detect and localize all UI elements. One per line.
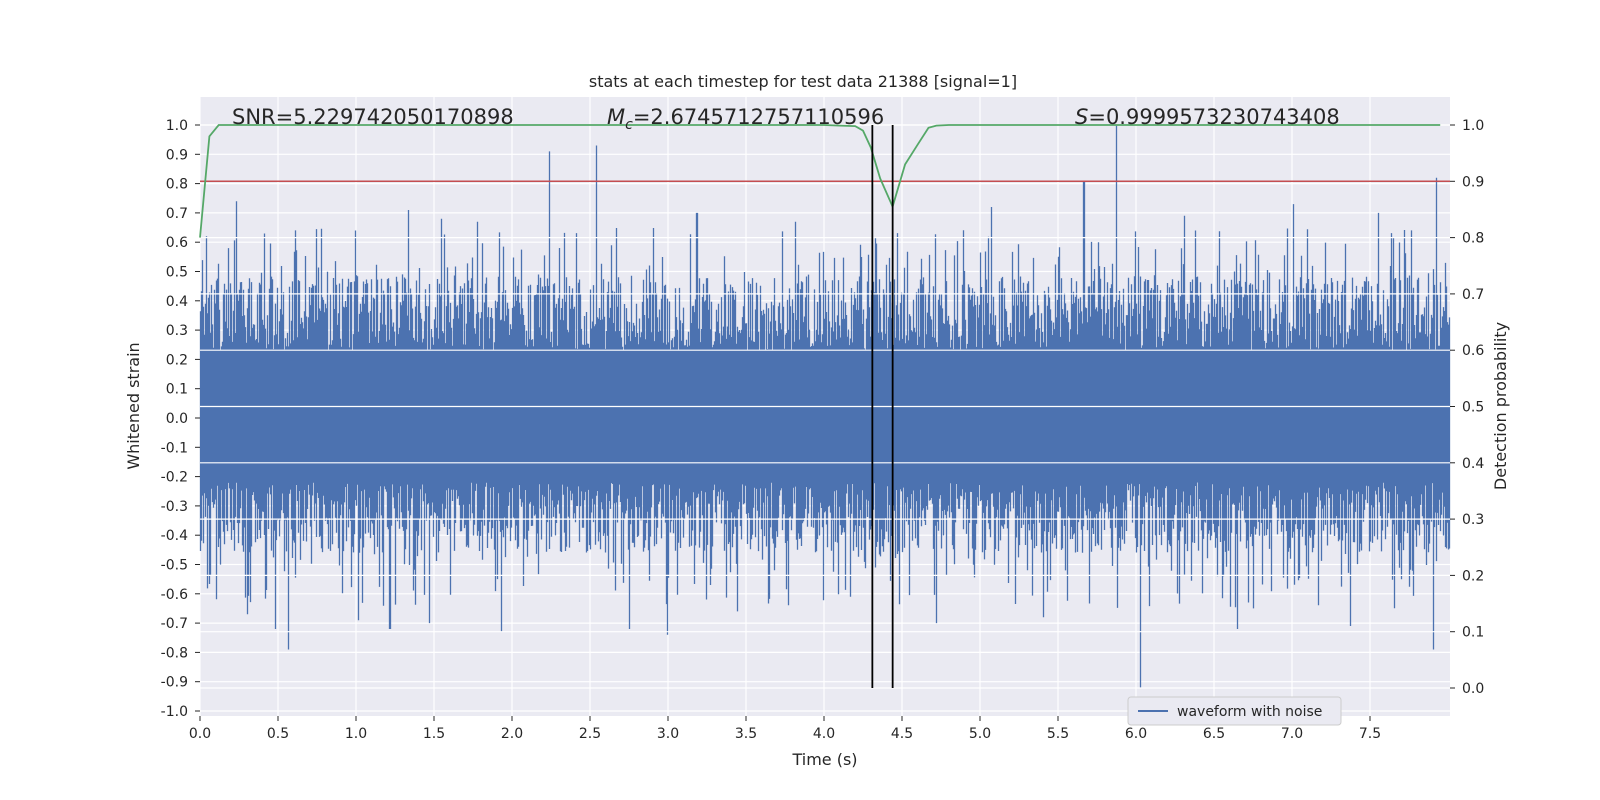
chirp-mass-value: =2.6745712757110596 bbox=[633, 105, 884, 129]
legend-box bbox=[1127, 696, 1342, 726]
y2-tick-label: 0.0 bbox=[1462, 681, 1484, 697]
y2-tick-label: 0.4 bbox=[1462, 456, 1484, 472]
x-axis-title: Time (s) bbox=[791, 750, 857, 769]
y2-axis-title: Detection probability bbox=[1491, 322, 1510, 490]
waveform-core bbox=[200, 350, 1450, 483]
axes: 0.0 0.5 1.0 1.5 2.0 2.5 3.0 3.5 4.0 4.5 5.0 5.5 6.0 6… bbox=[161, 118, 1485, 742]
y-tick-label: -0.5 bbox=[161, 558, 188, 574]
y-tick-label: 0.3 bbox=[166, 323, 188, 339]
y2-tick-label: 0.2 bbox=[1462, 568, 1484, 584]
y-tick-label: -0.7 bbox=[161, 616, 188, 632]
legend-label: waveform with noise bbox=[1177, 704, 1322, 720]
x-tick-label: 6.0 bbox=[1125, 726, 1147, 742]
legend: waveform with noise bbox=[1127, 696, 1342, 726]
x-tick-label: 7.5 bbox=[1359, 726, 1381, 742]
y-axis-title: Whitened strain bbox=[124, 342, 143, 469]
y-tick-label: 1.0 bbox=[166, 118, 188, 134]
y-tick-label: 0.6 bbox=[166, 235, 188, 251]
s-symbol: S bbox=[1075, 105, 1088, 129]
x-tick-label: 7.0 bbox=[1281, 726, 1303, 742]
y2-tick-label: 0.3 bbox=[1462, 512, 1484, 528]
x-tick-label: 5.5 bbox=[1047, 726, 1069, 742]
y2-tick-label: 0.1 bbox=[1462, 625, 1484, 641]
x-tick-label: 4.5 bbox=[891, 726, 913, 742]
y2-tick-label: 1.0 bbox=[1462, 118, 1484, 134]
x-tick-label: 6.5 bbox=[1203, 726, 1225, 742]
y-tick-label: -0.2 bbox=[161, 470, 188, 486]
markers bbox=[871, 125, 894, 688]
x-tick-label: 5.0 bbox=[969, 726, 991, 742]
y-tick-label: -0.1 bbox=[161, 440, 188, 456]
y-tick-label: 0.5 bbox=[166, 265, 188, 281]
y2-tick-label: 0.6 bbox=[1462, 343, 1484, 359]
x-tick-label: 2.0 bbox=[501, 726, 523, 742]
snr-annotation: SNR=5.229742050170898 bbox=[232, 105, 514, 129]
y-tick-label: -0.4 bbox=[161, 528, 188, 544]
y-tick-label: -0.8 bbox=[161, 645, 188, 661]
waveform-series bbox=[199, 125, 1451, 688]
y2-tick-label: 0.7 bbox=[1462, 287, 1484, 303]
y-tick-label: 0.0 bbox=[166, 411, 188, 427]
y-tick-label: 0.1 bbox=[166, 382, 188, 398]
y-tick-label: -1.0 bbox=[161, 704, 188, 720]
probability-series bbox=[199, 124, 1450, 238]
y-tick-label: 0.2 bbox=[166, 352, 188, 368]
chirp-mass-annotation: Mc=2.6745712757110596 bbox=[607, 105, 884, 133]
s-value: =0.9999573230743408 bbox=[1088, 105, 1339, 129]
s-annotation: S=0.9999573230743408 bbox=[1075, 105, 1340, 129]
x-tick-label: 3.5 bbox=[735, 726, 757, 742]
x-tick-label: 1.5 bbox=[423, 726, 445, 742]
x-tick-label: 1.0 bbox=[345, 726, 367, 742]
y-tick-label: 0.7 bbox=[166, 206, 188, 222]
y-tick-label: -0.6 bbox=[161, 587, 188, 603]
y-tick-label: 0.4 bbox=[166, 294, 188, 310]
y2-tick-label: 0.5 bbox=[1462, 400, 1484, 416]
y2-tick-label: 0.9 bbox=[1462, 174, 1484, 190]
y2-tick-label: 0.8 bbox=[1462, 231, 1484, 247]
probability-line bbox=[199, 124, 1441, 238]
y-tick-label: -0.3 bbox=[161, 499, 188, 515]
y-tick-label: 0.8 bbox=[166, 177, 188, 193]
chart-title: stats at each timestep for test data 213… bbox=[589, 72, 1017, 91]
y-tick-label: -0.9 bbox=[161, 675, 188, 691]
y-tick-label: 0.9 bbox=[166, 147, 188, 163]
chirp-mass-subscript: c bbox=[625, 117, 633, 133]
chirp-mass-symbol: M bbox=[607, 105, 625, 129]
x-tick-label: 3.0 bbox=[657, 726, 679, 742]
x-tick-label: 0.0 bbox=[189, 726, 211, 742]
x-tick-label: 0.5 bbox=[267, 726, 289, 742]
x-tick-label: 4.0 bbox=[813, 726, 835, 742]
x-tick-label: 2.5 bbox=[579, 726, 601, 742]
